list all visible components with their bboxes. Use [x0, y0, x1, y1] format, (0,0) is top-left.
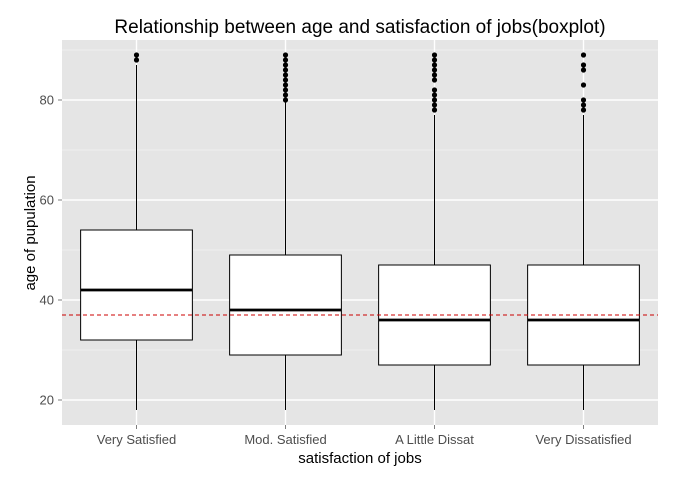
y-tick-label: 60	[40, 193, 54, 208]
outlier-point	[133, 52, 140, 58]
box-2	[229, 52, 342, 410]
outlier-point	[580, 107, 587, 113]
outlier-point	[282, 97, 289, 103]
outlier-point	[580, 62, 587, 68]
outlier-point	[282, 87, 289, 93]
outlier-point	[431, 62, 438, 68]
x-axis-ticks: Very Satisfied Mod. Satisfied A Little Dis…	[97, 425, 632, 447]
outlier-point	[580, 102, 587, 108]
outlier-point	[431, 97, 438, 103]
outlier-point	[282, 92, 289, 98]
box-body	[80, 229, 193, 341]
y-tick-label: 80	[40, 93, 54, 108]
outlier-point	[580, 52, 587, 58]
outlier-point	[282, 82, 289, 88]
y-axis-title: age of pupulation	[22, 175, 39, 290]
outlier-point	[431, 87, 438, 93]
outlier-point	[431, 77, 438, 83]
outlier-point	[431, 52, 438, 58]
outlier-point	[580, 67, 587, 73]
x-tick-label: Very Satisfied	[97, 432, 177, 447]
chart-title: Relationship between age and satisfactio…	[114, 17, 605, 38]
y-axis-ticks: 20 40 60 80	[40, 93, 62, 408]
box-body	[229, 254, 342, 356]
x-axis-title: satisfaction of jobs	[298, 450, 421, 467]
outlier-point	[580, 82, 587, 88]
outlier-point	[431, 72, 438, 78]
y-tick-label: 40	[40, 293, 54, 308]
x-tick-label: Very Dissatisfied	[535, 432, 631, 447]
outlier-point	[431, 107, 438, 113]
outlier-point	[431, 67, 438, 73]
outlier-point	[282, 77, 289, 83]
x-tick-label: Mod. Satisfied	[244, 432, 326, 447]
outlier-point	[282, 62, 289, 68]
outlier-point	[282, 72, 289, 78]
box-1	[80, 52, 193, 410]
outlier-point	[580, 97, 587, 103]
x-tick-label: A Little Dissat	[395, 432, 474, 447]
outlier-point	[431, 102, 438, 108]
outlier-point	[431, 92, 438, 98]
y-tick-label: 20	[40, 393, 54, 408]
outlier-point	[431, 57, 438, 63]
outlier-point	[133, 57, 140, 63]
outlier-point	[282, 67, 289, 73]
outlier-point	[282, 52, 289, 58]
outlier-point	[282, 57, 289, 63]
